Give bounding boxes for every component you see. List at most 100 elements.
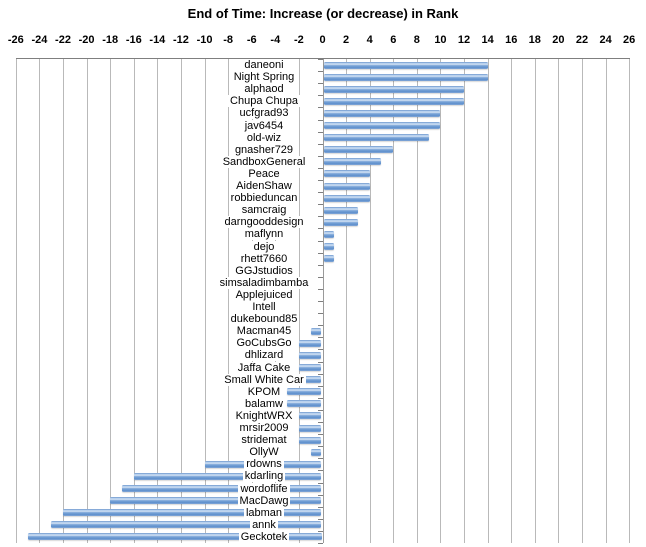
bar[interactable]	[323, 170, 370, 178]
category-label: dukebound85	[184, 313, 344, 326]
gridline	[228, 59, 230, 543]
gridline	[298, 59, 300, 543]
category-label: alphaod	[184, 83, 344, 96]
category-axis-tick	[317, 373, 323, 375]
bar[interactable]	[323, 243, 335, 251]
bar[interactable]	[298, 412, 322, 420]
category-label: dejo	[184, 240, 344, 253]
category-axis-tick	[317, 216, 323, 218]
category-label: simsaladimbamba	[184, 276, 344, 289]
gridline	[180, 59, 182, 543]
bar[interactable]	[310, 327, 322, 335]
category-axis-tick	[317, 71, 323, 73]
bar[interactable]	[323, 194, 370, 202]
bar[interactable]	[310, 448, 322, 456]
category-label: rhett7660	[184, 252, 344, 265]
category-axis-tick	[317, 482, 323, 484]
gridline	[605, 59, 607, 543]
category-axis-tick	[317, 518, 323, 520]
category-axis-tick	[317, 494, 323, 496]
category-label-text: mrsir2009	[237, 422, 291, 434]
category-axis-tick	[317, 337, 323, 339]
category-label-text: dhlizard	[242, 349, 286, 362]
x-axis-label: 22	[575, 34, 589, 46]
bar[interactable]	[121, 485, 322, 493]
category-axis-tick	[317, 409, 323, 411]
bar[interactable]	[298, 351, 322, 359]
category-label: KPOM	[184, 385, 344, 398]
category-label-text: robbieduncan	[228, 192, 300, 205]
bar[interactable]	[27, 533, 322, 541]
bar[interactable]	[51, 521, 322, 529]
category-label: balamw	[184, 397, 344, 410]
x-axis-label: -16	[125, 34, 142, 46]
category-axis-tick	[317, 397, 323, 399]
category-label-text: MacDawg	[237, 494, 291, 507]
category-axis-tick	[317, 107, 323, 109]
bar[interactable]	[63, 509, 322, 517]
bar[interactable]	[323, 158, 382, 166]
category-label: Peace	[184, 167, 344, 180]
bar[interactable]	[287, 400, 322, 408]
category-label: maflynn	[184, 228, 344, 241]
category-axis-tick	[317, 506, 323, 508]
bar[interactable]	[323, 134, 429, 142]
category-label-text: Small White Car	[222, 373, 306, 386]
category-axis-tick	[317, 361, 323, 363]
bar[interactable]	[110, 497, 322, 505]
category-label-text: samcraig	[239, 204, 289, 217]
x-axis-label: -6	[246, 34, 257, 46]
bar[interactable]	[323, 73, 488, 81]
category-label: SandboxGeneral	[184, 155, 344, 168]
gridline	[39, 59, 41, 543]
bar[interactable]	[298, 436, 322, 444]
category-label: AidenShaw	[184, 180, 344, 192]
bar[interactable]	[298, 424, 322, 432]
bar[interactable]	[298, 364, 322, 372]
category-axis-tick	[317, 313, 323, 315]
category-axis-tick	[317, 240, 323, 242]
x-axis-label: -4	[270, 34, 281, 46]
bar[interactable]	[323, 206, 358, 214]
x-axis-label: -26	[7, 34, 24, 46]
x-axis-label: 8	[413, 34, 420, 46]
category-axis-tick	[317, 59, 323, 60]
category-label-text: Applejuiced	[233, 288, 295, 301]
bar[interactable]	[323, 85, 465, 93]
gridline	[157, 59, 159, 543]
category-label: ucfgrad93	[184, 107, 344, 120]
category-label-text: rhett7660	[238, 252, 290, 265]
bar[interactable]	[323, 182, 370, 190]
bar[interactable]	[287, 388, 322, 396]
bar[interactable]	[323, 255, 335, 263]
category-axis-tick	[317, 530, 323, 532]
bar[interactable]	[298, 376, 322, 384]
bar[interactable]	[323, 230, 335, 238]
category-axis-tick	[317, 349, 323, 351]
category-label-text: Intell	[250, 301, 278, 313]
category-label: Macman45	[184, 325, 344, 338]
bar[interactable]	[323, 61, 488, 69]
category-label-text: labman	[243, 506, 285, 519]
category-label-text: dukebound85	[228, 313, 300, 326]
x-axis-label: 12	[457, 34, 471, 46]
gridline	[346, 59, 348, 543]
category-label: Chupa Chupa	[184, 95, 344, 108]
bar[interactable]	[323, 97, 465, 105]
category-label-text: KnightWRX	[233, 409, 295, 422]
category-label-text: kdarling	[242, 470, 286, 483]
bar[interactable]	[298, 339, 322, 347]
x-axis-label: -10	[196, 34, 213, 46]
bar[interactable]	[133, 472, 322, 480]
category-label-text: Jaffa Cake	[235, 361, 293, 374]
bar[interactable]	[323, 146, 394, 154]
gridline	[581, 59, 583, 543]
bar[interactable]	[323, 122, 441, 130]
bar[interactable]	[323, 218, 358, 226]
x-axis-label: 6	[390, 34, 397, 46]
bar[interactable]	[323, 109, 441, 117]
category-label: kdarling	[184, 470, 344, 483]
zero-gridline	[322, 59, 324, 543]
chart-title: End of Time: Increase (or decrease) in R…	[187, 6, 459, 21]
gridline	[393, 59, 395, 543]
